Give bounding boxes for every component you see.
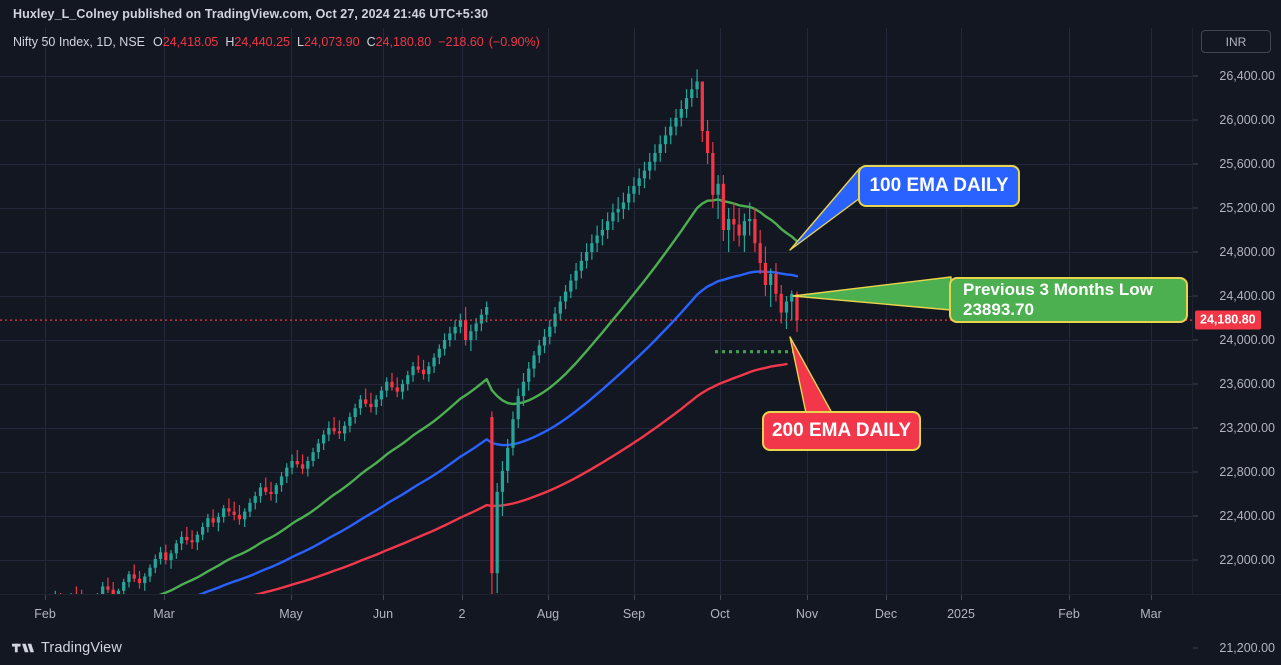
tradingview-logo-icon [12,643,34,653]
price-axis-label: 21,200.00 [1219,641,1275,655]
time-axis-tick [164,595,165,600]
price-scale[interactable]: INR 26,400.00 26,000.00 25,600.00 25,200.00… [1192,28,1281,655]
time-axis-tick [807,595,808,600]
price-axis-tick [1193,119,1198,121]
time-axis-tick [1151,595,1152,600]
time-axis-label: 2025 [947,607,975,621]
high-value: 24,440.25 [234,35,290,49]
callout-pointers [789,167,952,414]
support-dotted-lines [715,350,793,354]
open-key: O [153,35,163,49]
callout-previous-3-months-low[interactable]: Previous 3 Months Low 23893.70 [949,277,1188,323]
ohlc-low: L24,073.90 [297,35,360,49]
price-axis-label: 22,000.00 [1219,553,1275,567]
open-value: 24,418.05 [162,35,219,49]
price-axis-tick [1193,207,1198,209]
tradingview-brand-text: TradingView [41,640,122,656]
callout-prev3m-text: Previous 3 Months Low 23893.70 [963,280,1153,320]
time-axis-label: Nov [795,607,819,621]
time-scale[interactable]: Feb Mar May Jun 2 Aug Sep Oct Nov Dec 2025 Feb Mar [0,594,1281,631]
last-price-badge: 24,180.80 [1195,310,1261,330]
time-axis-label: Aug [536,607,560,621]
candlestick-series [54,69,799,594]
price-axis-tick [1193,295,1198,297]
ohlc-open: O24,418.05 [153,35,218,49]
time-axis-label: Oct [710,607,730,621]
price-axis-label: 24,400.00 [1219,289,1275,303]
time-axis-label: Feb [1058,607,1080,621]
publisher-text: Huxley_L_Colney published on TradingView… [13,7,489,21]
chart-legend: Nifty 50 Index, 1D, NSE O24,418.05 H24,4… [0,30,540,54]
publisher-bar: Huxley_L_Colney published on TradingView… [0,0,1281,28]
time-axis-tick [548,595,549,600]
price-axis-tick [1193,647,1198,649]
time-axis-label: Mar [153,607,175,621]
price-axis-label: 23,200.00 [1219,421,1275,435]
callout-100-ema-daily[interactable]: 100 EMA DAILY [858,165,1020,207]
price-axis-label: 26,400.00 [1219,69,1275,83]
time-axis-label: Dec [874,607,898,621]
price-axis-tick [1193,163,1198,165]
callout-prev3m-line2: 23893.70 [963,300,1034,319]
price-axis-tick [1193,75,1198,77]
time-axis-tick [383,595,384,600]
callout-100-ema-label: 100 EMA DAILY [869,174,1009,196]
time-axis-tick [291,595,292,600]
price-axis-label: 22,400.00 [1219,509,1275,523]
price-axis-tick [1193,383,1198,385]
price-axis-tick [1193,339,1198,341]
callout-prev3m-line1: Previous 3 Months Low [963,279,1153,299]
time-axis-tick [961,595,962,600]
time-axis-tick [462,595,463,600]
time-axis-tick [720,595,721,600]
time-axis-tick [886,595,887,600]
price-axis-tick [1193,559,1198,561]
footer-branding: TradingView [0,631,1281,665]
currency-badge[interactable]: INR [1201,30,1271,53]
price-axis-label: 24,800.00 [1219,245,1275,259]
time-axis-label: Jun [372,607,394,621]
price-axis-tick [1193,471,1198,473]
price-axis-label: 23,600.00 [1219,377,1275,391]
price-axis-label: 26,000.00 [1219,113,1275,127]
time-axis-label: May [279,607,303,621]
price-axis-label: 25,200.00 [1219,201,1275,215]
time-axis-label: 2 [458,607,466,621]
time-axis-tick [45,595,46,600]
time-axis-label: Mar [1140,607,1162,621]
time-axis-label: Sep [622,607,646,621]
time-axis-tick [634,595,635,600]
ema-200-line [253,362,788,594]
callout-200-ema-daily[interactable]: 200 EMA DAILY [762,411,921,451]
time-axis-label: Feb [34,607,56,621]
high-key: H [225,35,235,49]
low-value: 24,073.90 [303,35,360,49]
price-axis-tick [1193,251,1198,253]
symbol-title[interactable]: Nifty 50 Index, 1D, NSE [13,35,146,49]
low-key: L [297,35,304,49]
ohlc-close: C24,180.80 [367,35,432,49]
price-axis-tick [1193,427,1198,429]
price-axis-label: 24,000.00 [1219,333,1275,347]
ema-100-line [197,270,799,594]
close-key: C [366,35,376,49]
price-axis-tick [1193,515,1198,517]
close-value: 24,180.80 [375,35,432,49]
ema-50-line [159,198,799,594]
change-absolute: −218.60 [438,35,484,49]
change-percent: (−0.90%) [488,35,540,49]
callout-200-ema-label: 200 EMA DAILY [771,419,912,441]
price-axis-label: 22,800.00 [1219,465,1275,479]
ohlc-high: H24,440.25 [225,35,290,49]
price-axis-label: 25,600.00 [1219,157,1275,171]
time-axis-tick [1069,595,1070,600]
